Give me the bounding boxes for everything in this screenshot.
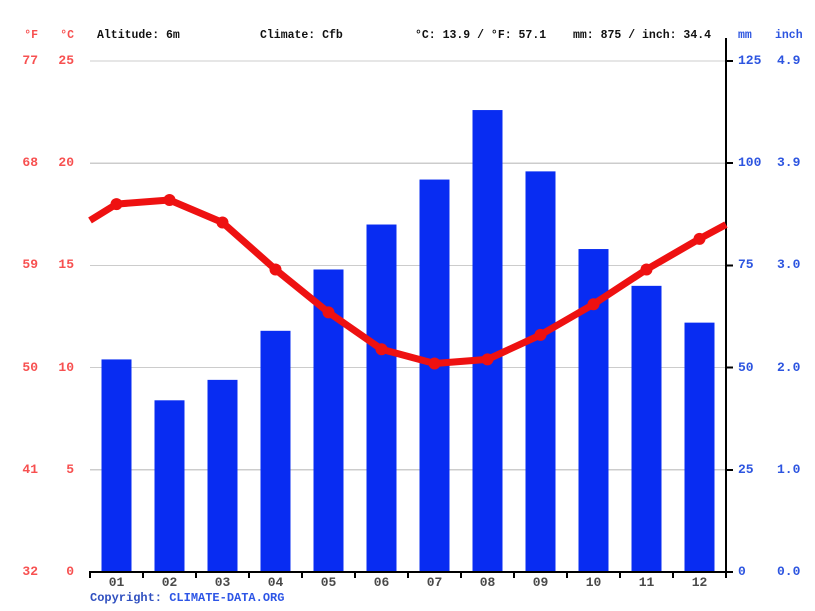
inch-tick-label: 0.0 [777,564,801,579]
celsius-tick-label: 15 [58,257,74,273]
month-label: 06 [373,575,390,590]
temperature-point [428,357,441,370]
celsius-axis-title: °C [60,29,74,42]
month-label: 10 [585,575,602,590]
month-label: 04 [267,575,284,590]
inch-tick-label: 1.0 [777,461,801,477]
temperature-point [163,193,176,206]
annual-precipitation-text: mm: 875 / inch: 34.4 [573,29,712,42]
precip-bar [154,400,185,572]
precip-bar [207,379,238,572]
millimeter-tick-label: 100 [738,155,762,171]
millimeter-tick-label: 75 [738,257,754,273]
month-label: 03 [214,575,231,590]
climate-data-org-link[interactable]: CLIMATE-DATA.ORG [169,591,285,605]
precip-bar [101,359,132,572]
month-label: 12 [691,575,708,590]
millimeter-tick-label: 0 [738,564,746,579]
millimeter-axis-title: mm [738,29,752,42]
temperature-point [587,298,600,311]
temperature-point [269,263,282,276]
month-label: 05 [320,575,337,590]
altitude-text: Altitude: 6m [97,29,180,42]
celsius-tick-label: 0 [66,564,74,579]
millimeter-tick-label: 25 [738,461,754,477]
precip-bar [684,322,715,572]
precip-bar [260,330,291,572]
inch-tick-label: 2.0 [777,359,801,375]
inch-tick-label: 3.0 [777,257,801,273]
precip-bar [525,171,556,572]
millimeter-tick-label: 125 [738,53,762,68]
temperature-line [88,196,728,368]
celsius-tick-label: 20 [58,155,74,171]
month-label: 09 [532,575,549,590]
fahrenheit-tick-label: 77 [22,53,38,68]
temperature-point [216,216,229,229]
temperature-point [481,353,494,366]
temperature-point [693,232,706,245]
month-label: 07 [426,575,443,590]
month-label: 02 [161,575,178,590]
fahrenheit-tick-label: 59 [22,257,38,273]
celsius-tick-label: 25 [58,53,74,68]
fahrenheit-tick-label: 41 [22,461,38,477]
temperature-point [322,306,335,319]
temperature-point [534,328,547,341]
millimeter-tick-label: 50 [738,359,754,375]
precip-bar [366,224,397,572]
temperature-point [375,343,388,356]
fahrenheit-tick-label: 68 [22,155,38,171]
month-label: 11 [638,575,655,590]
average-temperature-text: °C: 13.9 / °F: 57.1 [415,29,547,42]
month-label: 01 [108,575,125,590]
inch-axis-title: inch [775,29,803,42]
temperature-point [640,263,653,276]
precip-bar [472,110,503,572]
fahrenheit-tick-label: 50 [22,359,38,375]
fahrenheit-axis-title: °F [24,29,38,42]
inch-tick-label: 4.9 [777,53,801,68]
temperature-point [110,198,123,211]
celsius-tick-label: 5 [66,461,74,477]
copyright-prefix: Copyright: [90,591,170,605]
climate-classification-text: Climate: Cfb [260,29,343,42]
inch-tick-label: 3.9 [777,155,801,171]
month-label: 08 [479,575,496,590]
celsius-tick-label: 10 [58,359,74,375]
fahrenheit-tick-label: 32 [22,564,38,579]
copyright-line: Copyright: CLIMATE-DATA.ORG [90,590,284,606]
precip-bar [631,285,662,572]
precip-bar [419,179,450,572]
